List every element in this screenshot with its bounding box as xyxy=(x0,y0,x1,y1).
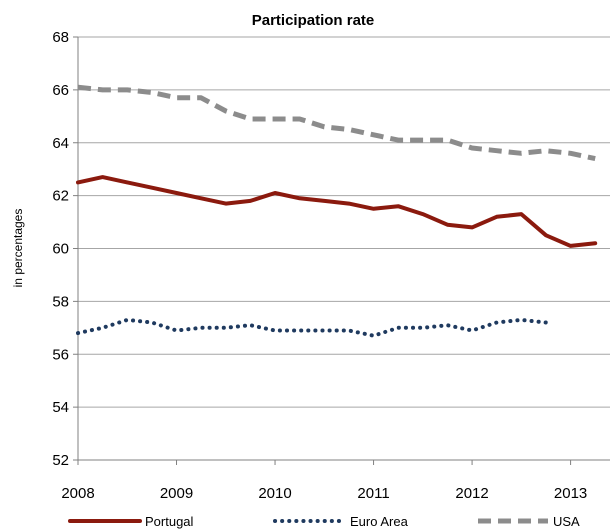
legend-label-portugal: Portugal xyxy=(145,514,194,529)
y-tick-label: 68 xyxy=(52,29,69,46)
y-tick-label: 54 xyxy=(52,399,69,416)
x-tick-label: 2011 xyxy=(357,485,389,502)
legend-label-usa: USA xyxy=(553,514,580,529)
grid-lines xyxy=(78,36,610,461)
x-tick-label: 2012 xyxy=(455,485,488,502)
legend-label-euro-area: Euro Area xyxy=(350,514,409,529)
x-tick-label: 2013 xyxy=(554,485,587,502)
y-tick-label: 58 xyxy=(52,293,69,310)
y-tick-label: 52 xyxy=(52,452,69,469)
x-tick-label: 2009 xyxy=(160,485,193,502)
series-lines xyxy=(76,84,598,338)
y-tick-label: 60 xyxy=(52,241,69,258)
legend: Portugal Euro Area USA xyxy=(68,514,580,529)
y-tick-label: 64 xyxy=(52,135,69,152)
series-line-portugal xyxy=(76,175,598,248)
axes xyxy=(73,36,610,465)
y-tick-label: 56 xyxy=(52,346,69,363)
x-tick-label: 2010 xyxy=(258,485,291,502)
y-tick-labels: 52 54 56 58 60 62 64 66 68 xyxy=(52,29,69,469)
y-tick-label: 62 xyxy=(52,188,69,205)
chart-title: Participation rate xyxy=(252,12,375,29)
x-tick-labels: 2008 2009 2010 2011 2012 2013 xyxy=(61,485,587,502)
x-tick-label: 2008 xyxy=(61,485,94,502)
series-line-usa xyxy=(77,84,596,162)
y-tick-label: 66 xyxy=(52,82,69,99)
series-line-euro-area xyxy=(76,317,548,338)
y-axis-label: in percentages xyxy=(11,209,25,288)
